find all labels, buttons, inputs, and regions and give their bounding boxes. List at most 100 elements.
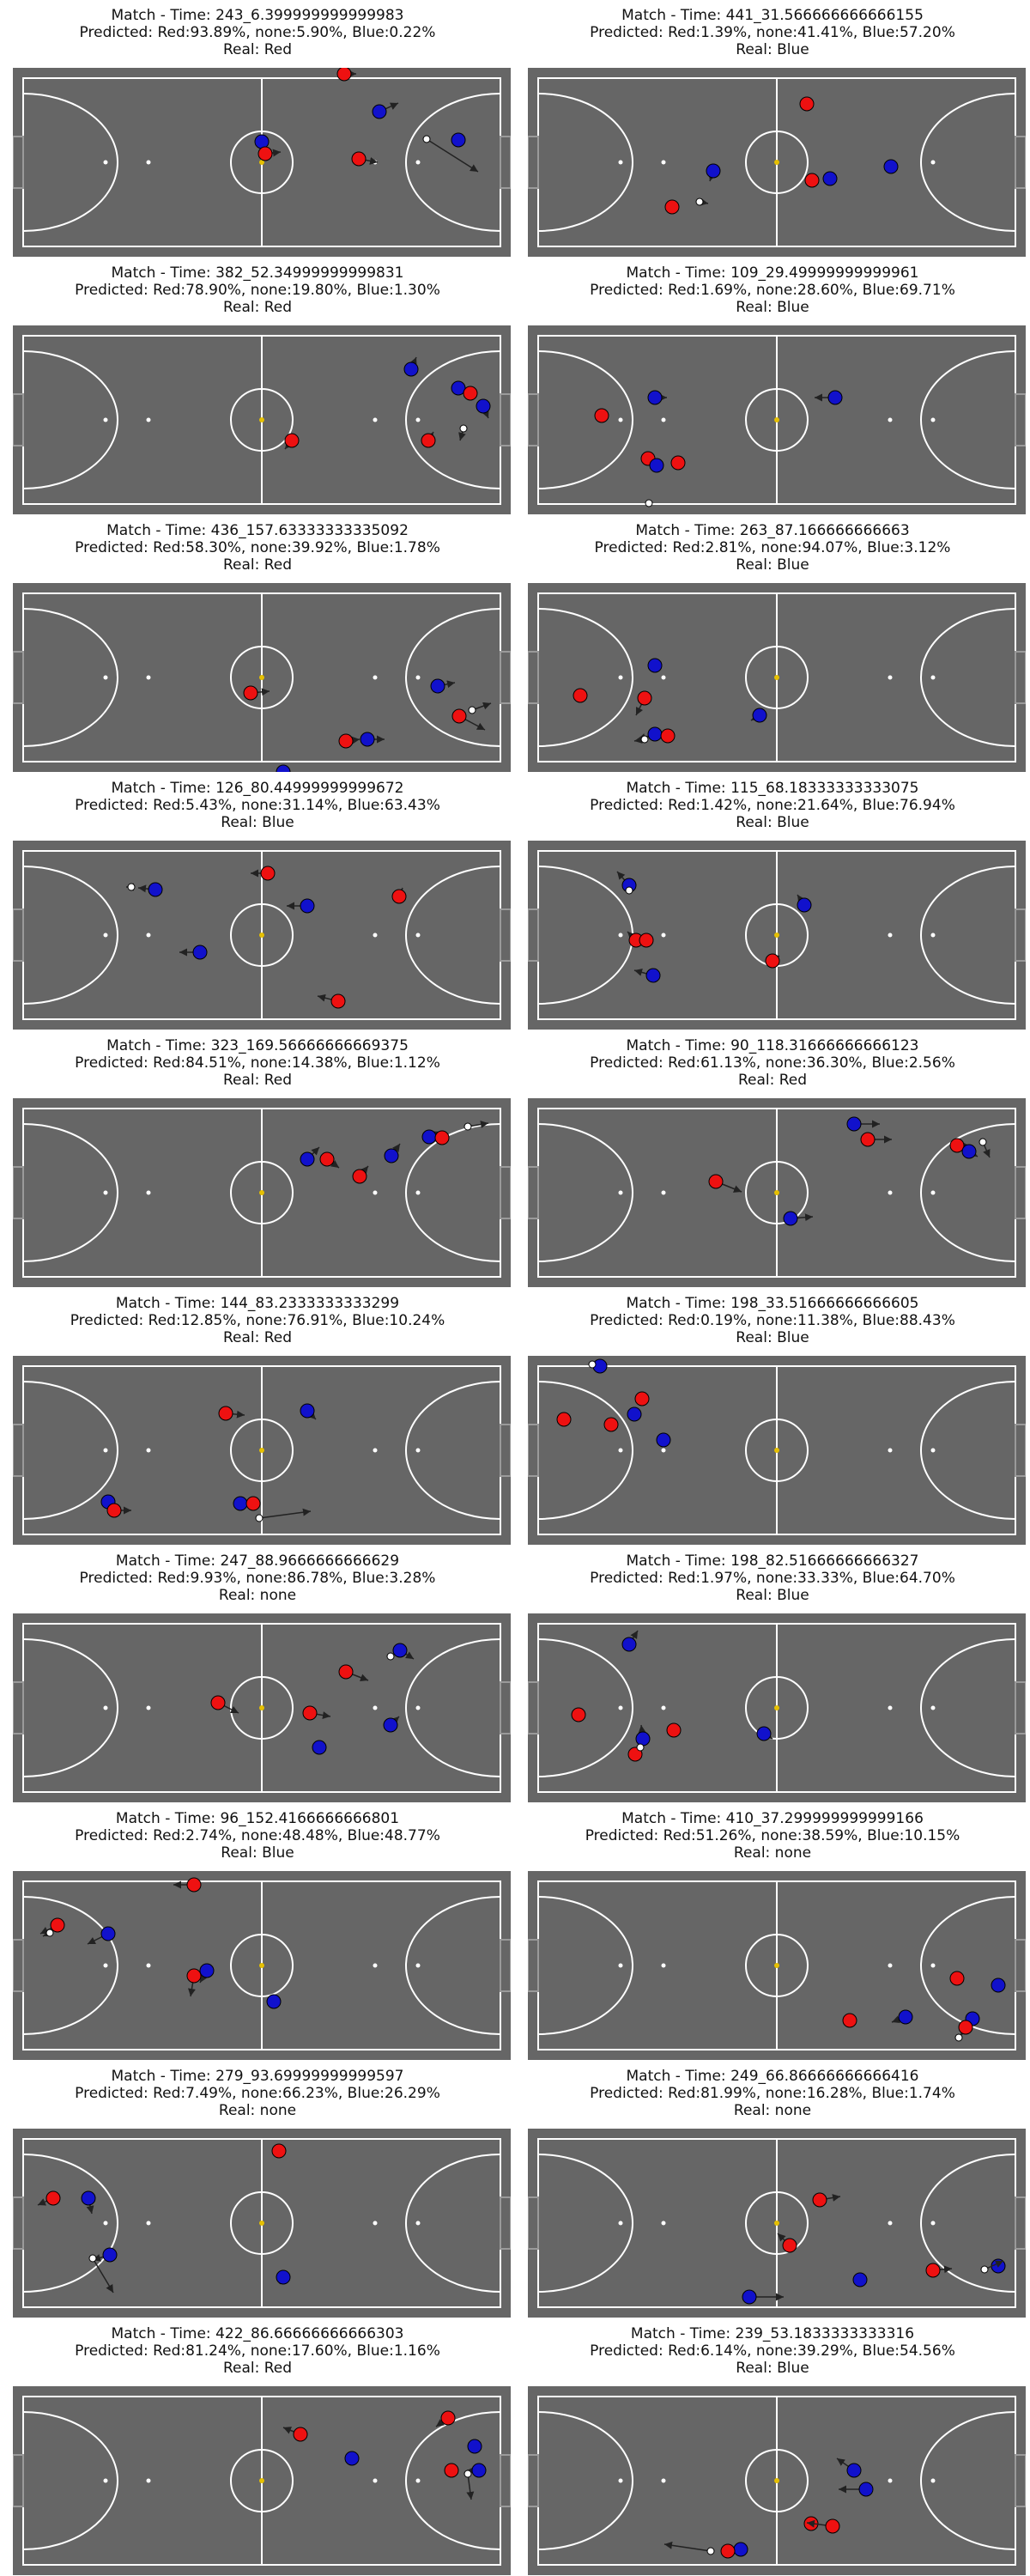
red-player-marker [330, 993, 346, 1009]
match-time-label: Match - Time: 243_6.399999999999983 [111, 7, 404, 24]
blue-player-marker [883, 159, 899, 174]
real-label: Real: Red [222, 1329, 293, 1346]
panel-title: Match - Time: 198_82.51666666666327 Predi… [515, 1552, 1030, 1604]
blue-player-marker [635, 1731, 651, 1747]
blue-player-marker [471, 2463, 487, 2478]
red-player-marker [444, 2463, 459, 2478]
red-player-marker [243, 685, 258, 701]
ball-marker [468, 706, 476, 714]
prediction-label: Predicted: Red:9.93%, none:86.78%, Blue:… [79, 1570, 436, 1587]
red-player-marker [391, 889, 407, 904]
match-panel: Match - Time: 382_52.34999999999831 Predi… [0, 258, 515, 515]
match-time-label: Match - Time: 279_93.69999999999597 [111, 2068, 404, 2085]
blue-player-marker [649, 458, 664, 473]
prediction-label: Predicted: Red:1.69%, none:28.60%, Blue:… [590, 282, 955, 299]
prediction-label: Predicted: Red:5.43%, none:31.14%, Blue:… [75, 797, 440, 814]
red-player-marker [720, 2543, 736, 2559]
blue-player-marker [360, 732, 375, 747]
ball-marker [640, 735, 649, 744]
real-label: Real: Blue [736, 814, 809, 831]
ball-arrow [426, 138, 479, 173]
prediction-label: Predicted: Red:58.30%, none:39.92%, Blue… [75, 539, 440, 556]
red-player-marker [245, 1496, 261, 1511]
panel-title: Match - Time: 422_86.66666666666303 Predi… [0, 2325, 515, 2377]
ball-arrow [663, 2541, 712, 2552]
real-label: Real: none [733, 1844, 812, 1862]
match-time-label: Match - Time: 144_83.2333333333299 [115, 1295, 400, 1312]
red-player-marker [293, 2427, 308, 2442]
match-time-label: Match - Time: 441_31.566666666666155 [621, 7, 924, 24]
prediction-label: Predicted: Red:0.19%, none:11.38%, Blue:… [590, 1312, 955, 1329]
ball-marker [45, 1929, 54, 1937]
ball-marker [459, 424, 468, 433]
match-panel: Match - Time: 422_86.66666666666303 Predi… [0, 2318, 515, 2576]
panel-title: Match - Time: 382_52.34999999999831 Predi… [0, 264, 515, 316]
red-player-marker [284, 433, 300, 448]
match-time-label: Match - Time: 422_86.66666666666303 [111, 2325, 404, 2342]
ball-marker [386, 1652, 395, 1661]
blue-player-marker [647, 726, 663, 742]
match-panel: Match - Time: 90_118.31666666666123 Predi… [515, 1030, 1030, 1288]
match-panel: Match - Time: 198_82.51666666666327 Predi… [515, 1546, 1030, 1803]
blue-player-marker [276, 2269, 291, 2285]
match-panel: Match - Time: 247_88.9666666666629 Predic… [0, 1546, 515, 1803]
pitch-lines [13, 1880, 511, 2050]
match-panel: Match - Time: 109_29.49999999999961 Predi… [515, 258, 1030, 515]
blue-player-marker [300, 898, 315, 914]
blue-player-marker [656, 1432, 671, 1448]
blue-player-marker [451, 132, 466, 148]
prediction-label: Predicted: Red:7.49%, none:66.23%, Blue:… [75, 2085, 440, 2102]
match-time-label: Match - Time: 436_157.63333333335092 [106, 522, 409, 539]
blue-player-marker [383, 1717, 398, 1733]
blue-player-marker [756, 1726, 772, 1741]
match-time-label: Match - Time: 198_33.51666666666605 [626, 1295, 919, 1312]
prediction-label: Predicted: Red:81.24%, none:17.60%, Blue… [75, 2342, 440, 2360]
match-panel: Match - Time: 410_37.299999999999166 Pred… [515, 1803, 1030, 2061]
ball-marker [636, 1743, 645, 1752]
pitch-lines [528, 1108, 1026, 1278]
red-player-marker [666, 1722, 682, 1738]
red-player-marker [260, 866, 276, 881]
blue-player-marker [312, 1740, 327, 1755]
panel-title: Match - Time: 96_152.4166666666801 Predic… [0, 1810, 515, 1862]
red-player-marker [571, 1707, 586, 1722]
ball-marker [706, 2547, 715, 2555]
red-player-marker [338, 1664, 354, 1680]
match-time-label: Match - Time: 115_68.18333333333075 [626, 780, 919, 797]
red-player-marker [634, 1391, 650, 1406]
real-label: Real: Red [222, 299, 293, 316]
match-time-label: Match - Time: 239_53.1833333333316 [630, 2325, 915, 2342]
prediction-label: Predicted: Red:81.99%, none:16.28%, Blue… [590, 2085, 955, 2102]
red-player-marker [637, 690, 652, 706]
blue-player-marker [403, 361, 419, 377]
red-player-marker [421, 433, 436, 448]
futsal-pitch [528, 841, 1026, 1030]
blue-player-marker [846, 1116, 862, 1132]
red-player-marker [639, 933, 654, 948]
futsal-pitch [528, 2386, 1026, 2575]
red-player-marker [594, 408, 609, 423]
blue-player-marker [300, 1151, 315, 1167]
blue-player-marker [797, 897, 812, 913]
futsal-pitch [13, 583, 511, 772]
match-panel: Match - Time: 239_53.1833333333316 Predic… [515, 2318, 1030, 2576]
ball-arrow [466, 2473, 475, 2500]
ball-marker [978, 1138, 987, 1146]
red-player-marker [45, 2190, 61, 2206]
red-player-marker [338, 733, 354, 749]
blue-player-marker [372, 104, 387, 119]
red-player-marker [463, 386, 478, 401]
blue-player-marker [344, 2451, 360, 2466]
real-label: Real: Blue [736, 2360, 809, 2377]
red-player-marker [860, 1132, 876, 1147]
futsal-pitch [13, 1871, 511, 2060]
ball-marker [588, 1360, 597, 1369]
blue-player-marker [621, 1637, 637, 1652]
prediction-label: Predicted: Red:93.89%, none:5.90%, Blue:… [79, 24, 436, 41]
pitch-lines [528, 2396, 1026, 2566]
blue-player-marker [783, 1211, 798, 1226]
blue-player-marker [827, 390, 843, 405]
futsal-pitch [528, 583, 1026, 772]
blue-player-marker [199, 1963, 215, 1978]
red-player-marker [765, 953, 780, 969]
